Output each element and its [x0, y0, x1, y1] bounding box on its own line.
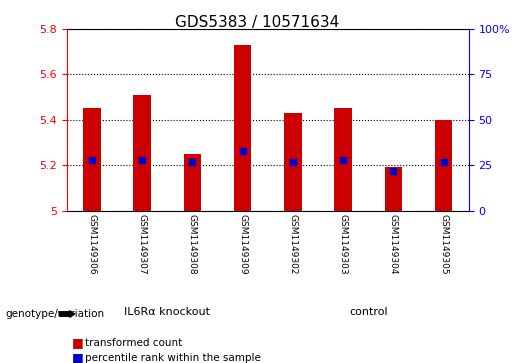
Bar — [184, 154, 201, 211]
Bar — [234, 45, 251, 211]
Point — [188, 159, 197, 164]
Text: genotype/variation: genotype/variation — [5, 309, 104, 319]
Point — [439, 159, 448, 164]
Text: ■: ■ — [72, 337, 84, 350]
Point — [339, 157, 347, 163]
Text: GSM1149306: GSM1149306 — [88, 214, 96, 275]
Bar — [334, 109, 352, 211]
Bar — [284, 113, 302, 211]
Point — [289, 159, 297, 164]
Text: GSM1149303: GSM1149303 — [339, 214, 348, 275]
Text: percentile rank within the sample: percentile rank within the sample — [85, 352, 261, 363]
Bar — [435, 120, 452, 211]
Text: GSM1149305: GSM1149305 — [439, 214, 448, 275]
Text: GSM1149309: GSM1149309 — [238, 214, 247, 275]
Text: GSM1149307: GSM1149307 — [138, 214, 147, 275]
Text: GSM1149308: GSM1149308 — [188, 214, 197, 275]
Text: transformed count: transformed count — [85, 338, 182, 348]
Bar — [83, 109, 101, 211]
Text: GDS5383 / 10571634: GDS5383 / 10571634 — [176, 15, 339, 29]
Bar — [385, 167, 402, 211]
Text: IL6Rα knockout: IL6Rα knockout — [125, 307, 210, 317]
Point — [138, 157, 146, 163]
Text: control: control — [349, 307, 388, 317]
Point — [389, 168, 398, 174]
Text: ■: ■ — [72, 351, 84, 363]
Text: GSM1149304: GSM1149304 — [389, 214, 398, 275]
Point — [238, 148, 247, 154]
Text: GSM1149302: GSM1149302 — [288, 214, 297, 275]
Bar — [133, 95, 151, 211]
Point — [88, 157, 96, 163]
